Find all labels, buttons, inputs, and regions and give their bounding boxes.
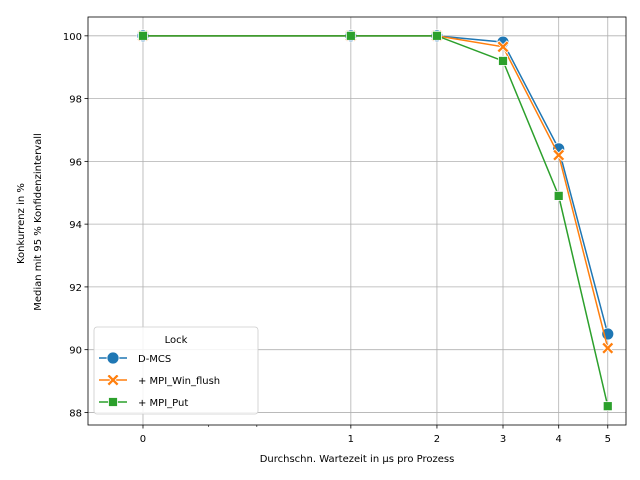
y-tick-label: 90: [69, 346, 82, 357]
y-tick-label: 100: [63, 32, 82, 43]
x-tick-label: 0: [140, 434, 146, 445]
data-point: [601, 341, 615, 355]
legend-title: Lock: [165, 335, 188, 346]
legend-label: + MPI_Put: [138, 398, 188, 409]
x-axis: 0 1 2 3 4 5: [140, 425, 611, 445]
legend-entry: + MPI_Win_flush: [99, 373, 220, 387]
y-tick-label: 94: [69, 220, 82, 231]
data-point: [553, 190, 564, 201]
data-point: [345, 30, 356, 41]
legend: Lock D-MCS + MPI_Win_flush + MPI_Put: [93, 326, 259, 415]
series-layer: [136, 29, 615, 412]
plot-frame: [87, 16, 627, 426]
data-point: [602, 401, 613, 412]
y-tick-label: 96: [69, 157, 82, 168]
y-tick-label: 92: [69, 283, 82, 294]
data-point: [498, 56, 508, 66]
x-tick-label: 2: [434, 434, 440, 445]
data-point: [432, 30, 442, 41]
x-tick-label: 3: [500, 434, 506, 445]
x-tick-label: 4: [556, 434, 562, 445]
x-tick-label: 1: [348, 434, 354, 445]
legend-label: D-MCS: [138, 354, 171, 365]
legend-marker: [106, 373, 120, 387]
series-line: [142, 35, 609, 407]
y-tick-label: 98: [69, 95, 82, 106]
y-axis: 88 90 92 94 96 98 100: [63, 32, 88, 419]
series-3: [138, 30, 613, 412]
y-axis-label-line-2: Median mit 95 % Konfidenzintervall: [33, 133, 44, 311]
legend-marker: [106, 351, 120, 365]
legend-label: + MPI_Win_flush: [138, 376, 220, 387]
data-point: [496, 40, 510, 54]
legend-box: [93, 326, 259, 415]
x-axis-label: Durchschn. Wartezeit in µs pro Prozess: [260, 454, 455, 465]
y-axis-label: Konkurrenz in % Median mit 95 % Konfiden…: [16, 133, 44, 311]
data-point: [138, 30, 148, 41]
y-tick-label: 88: [69, 408, 82, 419]
legend-entry: + MPI_Put: [99, 397, 188, 409]
legend-marker: [108, 397, 118, 407]
legend-entry: D-MCS: [99, 351, 171, 365]
data-point: [552, 148, 566, 162]
x-tick-label: 5: [605, 434, 611, 445]
y-axis-label-line-1: Konkurrenz in %: [16, 183, 27, 264]
